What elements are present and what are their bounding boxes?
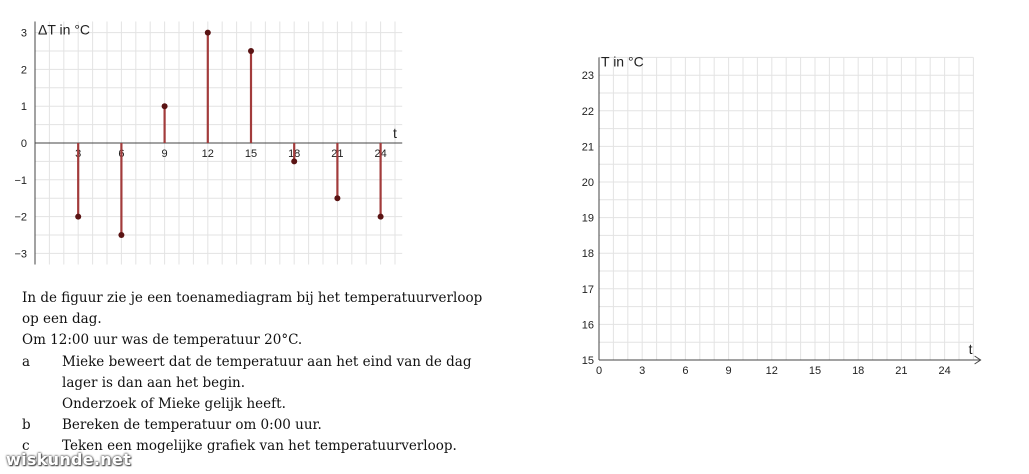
y-tick-label: 0 bbox=[21, 138, 27, 150]
y-tick-label: 18 bbox=[582, 248, 594, 260]
x-tick-label: 24 bbox=[938, 365, 950, 377]
x-tick-label: 15 bbox=[245, 148, 257, 160]
temperature-grid-chart: 15 16 17 18 19 20 21 22 23 0 3 6 9 12 15 18 21 24 T in °C t bbox=[582, 53, 982, 377]
question-b: b Bereken de temperatuur om 0:00 uur. bbox=[22, 415, 492, 436]
y-tick-label: 23 bbox=[582, 70, 594, 82]
question-line: Onderzoek of Mieke gelijk heeft. bbox=[62, 396, 286, 413]
increase-point bbox=[248, 48, 254, 54]
y-tick-label: 17 bbox=[582, 284, 594, 296]
question-line: Teken een mogelijke grafiek van het temp… bbox=[62, 438, 457, 455]
x-tick-label: 9 bbox=[162, 148, 168, 160]
x-axis-arrow bbox=[974, 355, 982, 365]
y-tick-label: −2 bbox=[14, 212, 27, 224]
x-tick-label: 0 bbox=[596, 365, 602, 377]
increase-point bbox=[204, 29, 211, 36]
question-c: c Teken een mogelijke grafiek van het te… bbox=[22, 436, 492, 457]
y-tick-label: 15 bbox=[582, 355, 594, 367]
x-tick-label: 12 bbox=[202, 148, 214, 160]
intro-line: Om 12:00 uur was de temperatuur 20°C. bbox=[22, 332, 303, 349]
x-tick-label: 21 bbox=[895, 365, 907, 377]
exercise-text: In de figuur zie je een toenamediagram b… bbox=[22, 288, 492, 458]
y-axis-title: T in °C bbox=[601, 53, 644, 69]
intro-line: In de figuur zie je een toenamediagram b… bbox=[22, 290, 483, 306]
x-tick-label: 12 bbox=[766, 365, 778, 377]
x-tick-label: 9 bbox=[726, 365, 732, 377]
y-tick-label: 21 bbox=[582, 141, 594, 153]
y-tick-label: −3 bbox=[14, 248, 27, 260]
question-line: lager is dan aan het begin. bbox=[62, 374, 246, 391]
x-tick-label: 3 bbox=[639, 365, 645, 377]
y-tick-label: 20 bbox=[582, 177, 594, 189]
y-tick-label: 22 bbox=[582, 106, 594, 118]
y-tick-label: 1 bbox=[21, 101, 27, 113]
x-tick-label: 18 bbox=[852, 365, 864, 377]
increase-point bbox=[161, 103, 168, 110]
increase-point bbox=[75, 213, 82, 220]
question-letter: c bbox=[22, 438, 30, 455]
y-tick-label: −1 bbox=[14, 175, 27, 187]
increase-point bbox=[118, 232, 125, 238]
y-tick-label: 16 bbox=[582, 319, 594, 331]
question-a: a Mieke beweert dat de temperatuur aan h… bbox=[22, 352, 492, 416]
increase-diagram: −3−2−101233691215182124ΔT in °Ct bbox=[14, 21, 403, 265]
x-axis-title: t bbox=[969, 341, 973, 357]
question-line: Mieke beweert dat de temperatuur aan het… bbox=[62, 353, 472, 370]
y-axis-title: ΔT in °C bbox=[38, 22, 90, 38]
x-tick-label: 6 bbox=[682, 365, 688, 377]
x-tick-label: 15 bbox=[809, 365, 821, 377]
question-line: Bereken de temperatuur om 0:00 uur. bbox=[62, 417, 322, 434]
question-letter: b bbox=[22, 417, 31, 434]
watermark-logo: wiskunde.net bbox=[6, 450, 132, 469]
x-axis-title: t bbox=[393, 125, 397, 141]
y-tick-label: 19 bbox=[582, 213, 594, 225]
increase-point bbox=[334, 195, 341, 202]
y-tick-label: 3 bbox=[21, 28, 27, 40]
y-tick-label: 2 bbox=[21, 64, 27, 76]
question-letter: a bbox=[22, 353, 31, 370]
increase-point bbox=[291, 158, 298, 165]
increase-point bbox=[377, 213, 384, 220]
intro-line: op een dag. bbox=[22, 311, 102, 328]
